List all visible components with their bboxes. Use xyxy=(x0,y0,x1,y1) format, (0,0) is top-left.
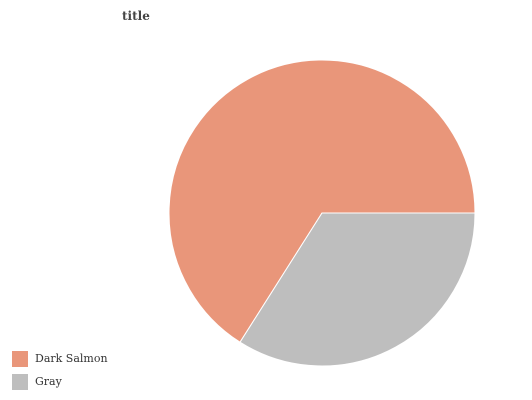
pie-slice-dark-salmon xyxy=(168,59,476,343)
chart-title: title xyxy=(122,9,150,23)
legend-swatch-gray xyxy=(12,373,28,390)
legend-label-dark-salmon: Dark Salmon xyxy=(35,352,108,365)
legend-item-gray: Gray xyxy=(12,370,108,393)
pie-slice-gray xyxy=(239,212,476,367)
legend-label-gray: Gray xyxy=(35,375,62,388)
chart-legend: Dark Salmon Gray xyxy=(12,347,108,393)
legend-swatch-dark-salmon xyxy=(12,350,28,367)
legend-item-dark-salmon: Dark Salmon xyxy=(12,347,108,370)
